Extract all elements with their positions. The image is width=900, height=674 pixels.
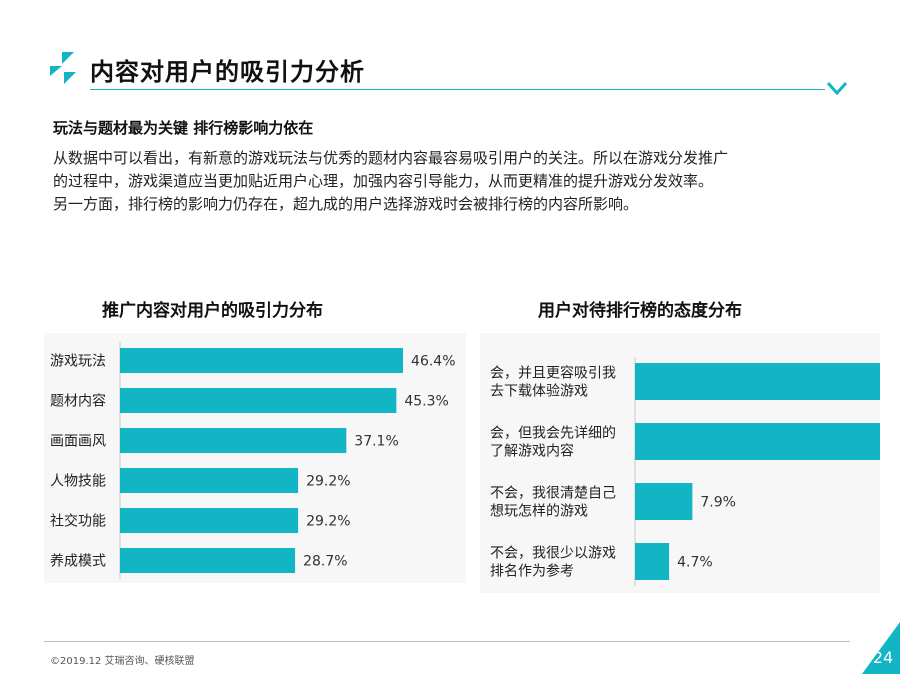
category-label-line: 社交功能 — [50, 513, 106, 530]
category-label-line: 不会，我很少以游戏 — [490, 546, 616, 562]
data-label: 28.7% — [303, 554, 347, 570]
page-number: 24 — [872, 648, 894, 667]
category-label: 会，但我会先详细的了解游戏内容 — [490, 426, 616, 460]
category-label-line: 养成模式 — [50, 554, 106, 570]
chart-title-ranking: 用户对待排行榜的态度分布 — [538, 301, 742, 321]
category-label-line: 人物技能 — [50, 474, 106, 490]
data-label: 29.2% — [306, 474, 350, 490]
category-label-line: 不会，我很清楚自己 — [490, 486, 616, 502]
data-label: 4.7% — [677, 555, 713, 571]
data-label: 29.2% — [306, 514, 350, 530]
bar — [635, 543, 670, 580]
footer-divider — [44, 641, 850, 642]
category-label: 会，并且更容吸引我去下载体验游戏 — [490, 365, 616, 400]
page-number-badge — [862, 622, 900, 674]
bar — [120, 548, 296, 573]
category-label-line: 会，并且更容吸引我 — [490, 365, 616, 382]
bar — [635, 423, 900, 460]
data-label: 37.1% — [354, 434, 398, 450]
bar — [635, 363, 900, 400]
bar — [120, 468, 299, 493]
category-label-line: 排名作为参考 — [490, 563, 574, 580]
body-line: 的过程中，游戏渠道应当更加贴近用户心理，加强内容引导能力，从而更精准的提升游戏分… — [53, 172, 714, 190]
bar — [120, 508, 299, 533]
bar-chart-ranking: 会，并且更容吸引我去下载体验游戏41.3%会，但我会先详细的了解游戏内容46.6… — [490, 357, 900, 586]
category-label: 不会，我很少以游戏排名作为参考 — [490, 546, 616, 580]
bar-chart-attraction: 游戏玩法 46.4% 题材内容 45.3% 画面画风 37.1% 人物技能 29.2% 社交功能… — [50, 342, 456, 579]
category-label-line: 游戏玩法 — [50, 354, 106, 370]
bar — [635, 483, 693, 520]
data-label: 46.4% — [411, 354, 455, 370]
data-label: 7.9% — [700, 495, 736, 511]
bar — [120, 388, 397, 413]
page-title: 内容对用户的吸引力分析 — [90, 58, 365, 86]
category-label-line: 想玩怎样的游戏 — [490, 504, 588, 520]
category-label: 画面画风 — [50, 434, 106, 450]
body-paragraph: 从数据中可以看出，有新意的游戏玩法与优秀的题材内容最容易吸引用户的关注。所以在游… — [53, 147, 853, 216]
category-label: 不会，我很清楚自己想玩怎样的游戏 — [490, 486, 616, 520]
chevron-down-icon — [826, 81, 848, 96]
category-label-line: 会，但我会先详细的 — [490, 426, 616, 442]
section-subheading: 玩法与题材最为关键 排行榜影响力依在 — [53, 119, 314, 137]
category-label: 人物技能 — [50, 474, 106, 490]
body-line: 从数据中可以看出，有新意的游戏玩法与优秀的题材内容最容易吸引用户的关注。所以在游… — [53, 149, 729, 167]
bar — [120, 428, 347, 453]
chart-title-attraction: 推广内容对用户的吸引力分布 — [102, 301, 323, 321]
category-label: 游戏玩法 — [50, 354, 106, 370]
bar — [120, 348, 404, 373]
category-label: 养成模式 — [50, 554, 106, 570]
title-underline — [90, 89, 825, 90]
category-label-line: 画面画风 — [50, 434, 106, 450]
chart-panel-attraction: 游戏玩法 46.4% 题材内容 45.3% 画面画风 37.1% 人物技能 29.2% 社交功能… — [44, 333, 466, 583]
chart-panel-ranking: 会，并且更容吸引我去下载体验游戏41.3%会，但我会先详细的了解游戏内容46.6… — [480, 333, 900, 593]
category-label: 题材内容 — [50, 393, 106, 410]
footer-source: ©2019.12 艾瑞咨询、硬核联盟 — [50, 656, 195, 667]
brand-logo-icon — [50, 52, 76, 84]
category-label-line: 了解游戏内容 — [490, 443, 574, 460]
category-label-line: 去下载体验游戏 — [490, 384, 588, 400]
data-label: 45.3% — [404, 394, 448, 410]
category-label-line: 题材内容 — [50, 393, 106, 410]
body-line: 另一方面，排行榜的影响力仍存在，超九成的用户选择游戏时会被排行榜的内容所影响。 — [53, 195, 639, 213]
category-label: 社交功能 — [50, 513, 106, 530]
